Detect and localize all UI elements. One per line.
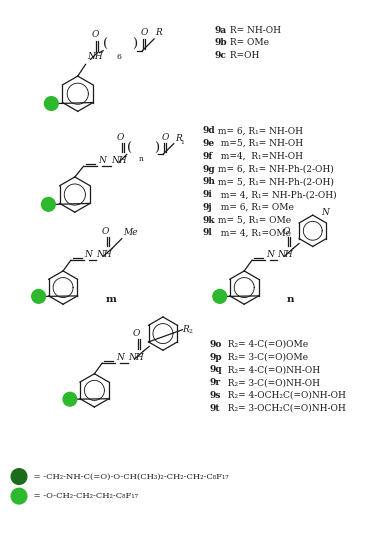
Text: 9g: 9g (202, 165, 215, 174)
Text: 9h: 9h (202, 177, 215, 187)
Text: 9i: 9i (202, 190, 212, 199)
Text: NH: NH (111, 156, 127, 165)
Text: 9t: 9t (210, 404, 220, 413)
Text: 9q: 9q (210, 366, 223, 374)
Text: Me: Me (123, 228, 138, 237)
Text: R₂= 3-OCH₂C(=O)NH-OH: R₂= 3-OCH₂C(=O)NH-OH (222, 404, 345, 413)
Text: m= 5, R₁= OMe: m= 5, R₁= OMe (215, 215, 291, 225)
Text: 9f: 9f (202, 152, 212, 161)
Text: 9s: 9s (210, 391, 221, 400)
Text: m= 4, R₁=OMe: m= 4, R₁=OMe (215, 228, 291, 237)
Text: 9k: 9k (202, 215, 215, 225)
Text: 9c: 9c (215, 51, 227, 60)
Text: m= 5, R₁= NH-Ph-(2-OH): m= 5, R₁= NH-Ph-(2-OH) (215, 177, 334, 187)
Circle shape (11, 468, 27, 485)
Text: N: N (116, 353, 124, 362)
Text: 9b: 9b (215, 38, 228, 47)
Text: (: ( (127, 142, 132, 155)
Text: 9r: 9r (210, 378, 221, 387)
Text: R₂= 3-C(=O)OMe: R₂= 3-C(=O)OMe (222, 353, 308, 362)
Text: O: O (161, 133, 169, 142)
Text: = -CH₂-NH-C(=O)-O-CH(CH₃)₂-CH₂-CH₂-C₈F₁₇: = -CH₂-NH-C(=O)-O-CH(CH₃)₂-CH₂-CH₂-C₈F₁₇ (31, 473, 228, 481)
Text: 1: 1 (181, 140, 184, 145)
Text: m: m (105, 295, 116, 304)
Text: R₂= 4-C(=O)NH-OH: R₂= 4-C(=O)NH-OH (222, 366, 320, 374)
Circle shape (42, 197, 55, 211)
Text: n: n (287, 295, 294, 304)
Circle shape (63, 392, 77, 406)
Text: 9j: 9j (202, 203, 212, 212)
Text: 6: 6 (116, 53, 121, 61)
Text: R₂= 3-C(=O)NH-OH: R₂= 3-C(=O)NH-OH (222, 378, 320, 387)
Text: NH: NH (277, 250, 293, 259)
Text: NH: NH (88, 53, 103, 62)
Text: 9a: 9a (215, 26, 227, 35)
Text: O: O (116, 133, 124, 142)
Text: 9e: 9e (202, 139, 214, 148)
Text: ): ) (133, 38, 138, 51)
Text: O: O (283, 227, 290, 236)
Text: 9o: 9o (210, 340, 222, 349)
Text: R= OMe: R= OMe (226, 38, 269, 47)
Circle shape (32, 289, 45, 303)
Text: R₂= 4-C(=O)OMe: R₂= 4-C(=O)OMe (222, 340, 308, 349)
Text: m= 6, R₁= OMe: m= 6, R₁= OMe (215, 203, 294, 212)
Text: NH: NH (128, 353, 143, 362)
Text: O: O (133, 330, 140, 339)
Text: R₂= 4-OCH₂C(=O)NH-OH: R₂= 4-OCH₂C(=O)NH-OH (222, 391, 345, 400)
Text: ): ) (154, 142, 159, 155)
Text: R: R (175, 133, 181, 143)
Text: N: N (266, 250, 274, 259)
Text: N: N (322, 208, 329, 217)
Text: 9p: 9p (210, 353, 223, 362)
Text: R: R (183, 325, 189, 334)
Text: 2: 2 (188, 329, 192, 334)
Text: = -O-CH₂-CH₂-CH₂-C₈F₁₇: = -O-CH₂-CH₂-CH₂-C₈F₁₇ (31, 492, 138, 500)
Text: R=OH: R=OH (226, 51, 259, 60)
Text: m=4,  R₁=NH-OH: m=4, R₁=NH-OH (215, 152, 303, 161)
Text: n: n (139, 155, 144, 163)
Text: m= 4, R₁= NH-Ph-(2-OH): m= 4, R₁= NH-Ph-(2-OH) (215, 190, 336, 199)
Text: O: O (141, 28, 148, 37)
Text: O: O (92, 30, 99, 39)
Text: m= 6, R₁= NH-OH: m= 6, R₁= NH-OH (215, 126, 303, 136)
Text: m= 6, R₁= NH-Ph-(2-OH): m= 6, R₁= NH-Ph-(2-OH) (215, 165, 333, 174)
Circle shape (213, 289, 226, 303)
Text: O: O (101, 227, 109, 236)
Text: R= NH-OH: R= NH-OH (226, 26, 280, 35)
Text: (: ( (103, 38, 108, 51)
Text: N: N (85, 250, 93, 259)
Text: NH: NH (96, 250, 112, 259)
Circle shape (45, 96, 58, 110)
Text: 9d: 9d (202, 126, 215, 136)
Text: m=5, R₁= NH-OH: m=5, R₁= NH-OH (215, 139, 303, 148)
Text: R: R (155, 28, 162, 37)
Circle shape (11, 488, 27, 504)
Text: N: N (98, 156, 106, 165)
Text: 9l: 9l (202, 228, 212, 237)
